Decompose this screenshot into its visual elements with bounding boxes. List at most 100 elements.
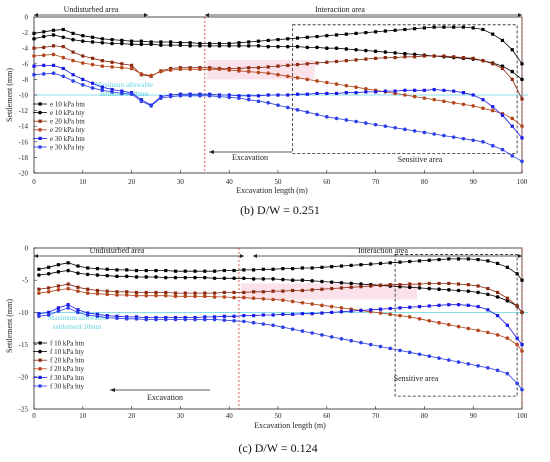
legend-marker (38, 358, 42, 362)
data-point (339, 337, 344, 341)
data-point (437, 281, 441, 286)
undisturbed-area-label: Undisturbed area (64, 5, 119, 14)
data-point (129, 66, 134, 71)
data-point (183, 269, 187, 273)
data-point (408, 282, 412, 286)
data-point (505, 323, 509, 327)
data-point (344, 59, 348, 63)
data-point (139, 99, 144, 104)
data-point (56, 284, 60, 288)
x-tick-label: 70 (372, 412, 380, 420)
data-point (451, 101, 456, 105)
data-point (403, 127, 407, 132)
data-point (496, 261, 500, 266)
data-point (281, 325, 285, 330)
data-point (242, 268, 246, 272)
data-point (81, 34, 85, 38)
data-point (290, 278, 295, 283)
data-point (320, 303, 324, 308)
data-point (442, 133, 446, 138)
x-tick-label: 60 (323, 178, 331, 186)
data-point (315, 79, 319, 83)
data-point (452, 89, 456, 93)
data-point (271, 297, 275, 302)
y-tick-label: 0 (25, 245, 29, 253)
data-point (339, 280, 344, 285)
data-point (481, 106, 485, 111)
data-point (412, 94, 417, 99)
x-tick-label: 60 (323, 412, 331, 420)
data-point (364, 48, 368, 53)
data-point (344, 32, 348, 36)
data-point (51, 44, 56, 48)
data-point (373, 49, 378, 54)
data-point (481, 140, 485, 144)
data-point (408, 259, 412, 264)
x-tick-label: 70 (372, 178, 380, 186)
data-point (447, 358, 451, 362)
figure-caption: (c) D/W = 0.124 (238, 441, 317, 455)
data-point (246, 44, 251, 48)
data-point (232, 276, 236, 281)
data-point (510, 77, 514, 81)
y-tick-label: -6 (22, 60, 28, 68)
data-point (271, 289, 275, 293)
data-point (359, 285, 363, 289)
data-point (95, 267, 100, 271)
data-point (232, 295, 236, 300)
data-point (466, 283, 470, 287)
data-point (66, 286, 70, 291)
data-point (144, 275, 149, 279)
data-point (212, 315, 217, 319)
data-point (252, 268, 256, 272)
data-point (154, 315, 158, 320)
data-point (124, 274, 129, 279)
data-point (154, 317, 158, 322)
max-allowable-line1: Maximum allowable (48, 314, 106, 322)
data-point (310, 266, 314, 270)
data-point (442, 54, 446, 58)
data-point (47, 265, 51, 269)
data-point (169, 40, 173, 44)
data-point (505, 336, 510, 340)
data-point (134, 293, 139, 298)
data-point (398, 260, 402, 264)
max-allowable-line1: Maximum allowable (95, 81, 153, 89)
data-point (427, 304, 431, 308)
data-point (413, 55, 417, 59)
data-point (285, 44, 290, 49)
data-point (437, 356, 441, 360)
data-point (285, 74, 290, 79)
data-point (85, 291, 90, 295)
data-point (393, 28, 397, 32)
undisturbed-arrow-head-right (144, 13, 148, 17)
data-point (105, 315, 109, 320)
data-point (47, 310, 51, 314)
data-point (120, 38, 124, 42)
y-tick-label: -2 (22, 29, 28, 37)
data-point (388, 261, 392, 265)
legend-label: f 10 kPa hty (50, 348, 85, 356)
data-point (447, 322, 451, 327)
data-point (305, 35, 309, 39)
data-point (71, 50, 75, 54)
data-point (110, 60, 114, 64)
x-tick-label: 30 (177, 412, 185, 420)
data-point (76, 264, 80, 268)
data-point (261, 277, 266, 281)
data-point (281, 312, 285, 316)
data-point (110, 90, 114, 94)
data-point (222, 318, 227, 322)
data-point (256, 70, 261, 75)
data-point (134, 290, 139, 295)
data-point (227, 41, 231, 46)
data-point (369, 308, 373, 312)
legend-label: e 30 kPa hty (50, 143, 85, 151)
data-point (115, 314, 119, 318)
data-point (256, 99, 261, 104)
data-point (466, 289, 471, 293)
data-point (193, 317, 197, 322)
data-point (66, 282, 70, 286)
x-tick-label: 50 (275, 178, 283, 186)
